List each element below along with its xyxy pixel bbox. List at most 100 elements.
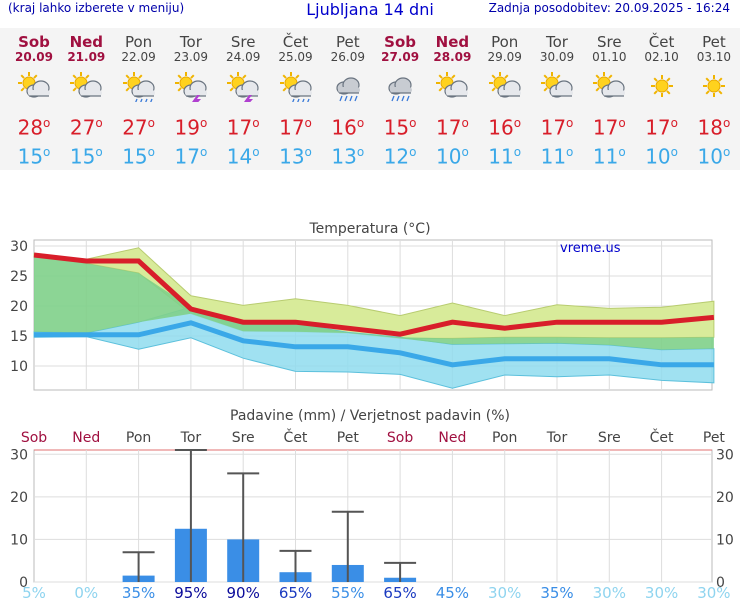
sun-ray xyxy=(665,90,671,95)
forecast-day: Sob 20.09 28o 15o xyxy=(8,28,60,169)
y-tick-label: 20 xyxy=(10,299,28,315)
precip-day-label: Sre xyxy=(232,430,255,446)
day-date: 24.09 xyxy=(226,50,261,64)
sun-ray xyxy=(595,87,601,92)
precip-probability: 35% xyxy=(540,584,573,600)
rain-drop xyxy=(139,98,143,102)
day-date: 22.09 xyxy=(121,50,156,64)
rain-drop xyxy=(296,98,300,102)
sun-ray xyxy=(229,87,234,92)
forecast-day: Sob 27.09 15o 12o xyxy=(374,28,426,168)
y-tick-label-left: 10 xyxy=(10,532,28,548)
sun-ray xyxy=(20,74,25,79)
sun-ray xyxy=(718,77,723,82)
precip-probability: 55% xyxy=(331,584,364,600)
sun-ray xyxy=(556,74,561,79)
forecast-day: Čet 02.10 17o 10o xyxy=(636,28,688,168)
min-temp: 11o xyxy=(592,144,626,169)
rain-drop xyxy=(306,98,310,102)
sun-ray xyxy=(177,87,182,92)
sun-cloud-icon xyxy=(436,72,469,98)
precip-probability: 30% xyxy=(697,584,730,600)
min-temp: 15o xyxy=(17,144,51,169)
forecast-day: Ned 21.09 27o 15o xyxy=(60,28,112,168)
location-hint[interactable]: (kraj lahko izberete v meniju) xyxy=(8,1,185,15)
range-overlap-band xyxy=(34,256,714,350)
sun-ray xyxy=(491,74,496,79)
page-title: Ljubljana 14 dni xyxy=(306,0,434,19)
sun-ray xyxy=(125,74,130,79)
cloud-shape xyxy=(497,80,521,98)
min-temp: 11o xyxy=(488,144,522,169)
day-name: Tor xyxy=(546,33,568,51)
cloud-shape xyxy=(388,77,413,102)
sun-ray xyxy=(438,74,444,79)
sun-cloud-rain-icon xyxy=(122,72,155,102)
precip-day-label: Pon xyxy=(126,430,151,446)
cloud-shape xyxy=(235,80,260,102)
precip-day-label: Čet xyxy=(650,428,674,446)
precip-day-label: Sob xyxy=(21,430,47,446)
forecast-day: Pon 22.09 27o 15o xyxy=(113,28,165,169)
day-name: Pet xyxy=(702,33,726,51)
min-temp: 17o xyxy=(174,144,208,169)
max-temp: 19o xyxy=(174,115,208,140)
sun-cloud-icon xyxy=(488,72,521,98)
rain-drop xyxy=(134,98,138,102)
sun-shape xyxy=(655,79,669,93)
y-tick-label: 30 xyxy=(10,239,28,255)
precip-probability: 30% xyxy=(593,584,626,600)
precip-probability: 35% xyxy=(122,584,155,600)
sun-ray xyxy=(653,90,658,95)
y-tick-label-right: 30 xyxy=(716,447,734,463)
sun-ray xyxy=(282,74,287,79)
sun-cloud-icon xyxy=(541,72,573,98)
sun-ray xyxy=(33,74,38,79)
sun-shape xyxy=(707,79,721,93)
sun-ray xyxy=(665,77,671,82)
max-temp: 16o xyxy=(488,115,522,140)
sun-ray xyxy=(137,74,143,79)
y-tick-label-right: 10 xyxy=(716,532,734,548)
day-date: 03.10 xyxy=(696,50,732,64)
rain-drop xyxy=(349,95,353,102)
rain-drop xyxy=(149,98,153,102)
rain-drop xyxy=(339,95,343,102)
sun-cloud-icon xyxy=(70,72,103,98)
sun-ray xyxy=(85,74,90,79)
rain-drop xyxy=(301,98,305,102)
forecast-day: Tor 23.09 19o 17o xyxy=(165,28,217,169)
forecast-day: Pet 03.10 18o 10o xyxy=(688,28,740,168)
header-bar: (kraj lahko izberete v meniju) Ljubljana… xyxy=(0,0,740,22)
y-tick-label: 25 xyxy=(10,269,28,285)
sun-cloud-storm-icon xyxy=(227,72,260,102)
cloud-shape xyxy=(444,80,469,98)
cloud-shape xyxy=(549,80,573,98)
sun-ray xyxy=(718,90,723,95)
daily-forecast: Sob 20.09 28o 15o Ned 21.09 27o 15o Pon 22.09 27o 1… xyxy=(0,28,740,170)
forecast-day: Sre 24.09 17o 14o xyxy=(217,28,269,168)
y-tick-label-left: 20 xyxy=(10,490,28,506)
sun-icon xyxy=(702,75,725,97)
max-temp: 28o xyxy=(17,115,51,140)
sun-cloud-icon xyxy=(18,72,50,98)
watermark: vreme.us xyxy=(560,241,621,256)
max-temp: 27o xyxy=(69,115,103,140)
rain-drop xyxy=(144,98,148,102)
sun-ray xyxy=(438,87,444,92)
cloud-rain-icon xyxy=(388,77,413,102)
precip-probability: 65% xyxy=(279,584,312,600)
min-temp: 15o xyxy=(122,144,155,169)
day-name: Sob xyxy=(384,33,417,51)
sun-ray xyxy=(543,74,548,79)
max-temp: 16o xyxy=(331,115,365,140)
last-update: Zadnja posodobitev: 20.09.2025 - 16:24 xyxy=(488,1,730,15)
day-name: Tor xyxy=(179,33,202,51)
precipitation-chart-title: Padavine (mm) / Verjetnost padavin (%) xyxy=(230,408,510,424)
sun-ray xyxy=(190,74,195,79)
sun-ray xyxy=(294,74,299,79)
forecast-day: Ned 28.09 17o 10o xyxy=(426,28,478,168)
day-date: 23.09 xyxy=(173,50,209,64)
max-temp-line xyxy=(33,252,715,337)
day-date: 25.09 xyxy=(278,50,313,64)
